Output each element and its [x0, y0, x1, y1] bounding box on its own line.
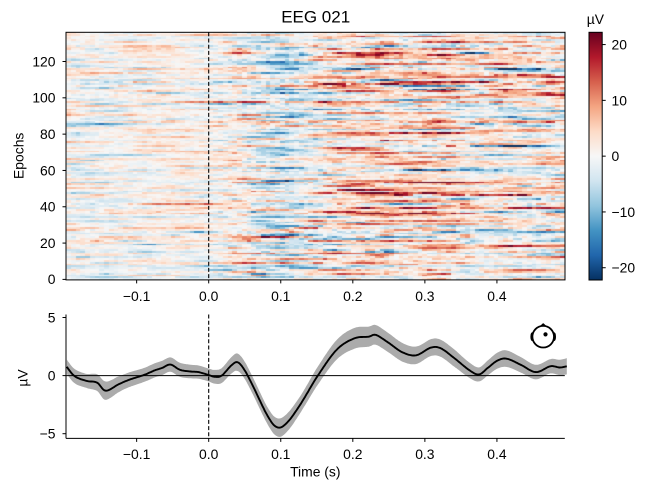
svg-text:100: 100 — [32, 90, 55, 106]
svg-text:0.3: 0.3 — [415, 446, 435, 462]
svg-text:0.0: 0.0 — [199, 446, 219, 462]
svg-text:0: 0 — [612, 148, 620, 164]
svg-text:0.4: 0.4 — [487, 446, 507, 462]
svg-text:0.2: 0.2 — [343, 288, 363, 304]
svg-text:EEG 021: EEG 021 — [281, 8, 350, 27]
svg-text:−5: −5 — [40, 426, 56, 442]
svg-text:0: 0 — [48, 271, 56, 287]
svg-text:µV: µV — [15, 369, 31, 387]
svg-text:80: 80 — [40, 126, 56, 142]
svg-text:10: 10 — [612, 92, 628, 108]
svg-text:0.2: 0.2 — [343, 446, 363, 462]
svg-text:−0.1: −0.1 — [123, 288, 151, 304]
svg-text:Time (s): Time (s) — [290, 464, 340, 480]
svg-text:20: 20 — [612, 37, 628, 53]
svg-text:0.1: 0.1 — [271, 288, 291, 304]
svg-text:5: 5 — [48, 309, 56, 325]
svg-text:0: 0 — [48, 367, 56, 383]
svg-text:−20: −20 — [612, 260, 636, 276]
svg-text:120: 120 — [32, 53, 55, 69]
svg-text:0.3: 0.3 — [415, 288, 435, 304]
svg-text:−0.1: −0.1 — [123, 446, 151, 462]
svg-text:0.4: 0.4 — [487, 288, 507, 304]
svg-text:0.1: 0.1 — [271, 446, 291, 462]
svg-text:40: 40 — [40, 199, 56, 215]
svg-text:0.0: 0.0 — [199, 288, 219, 304]
svg-text:60: 60 — [40, 162, 56, 178]
svg-text:20: 20 — [40, 235, 56, 251]
svg-text:µV: µV — [587, 11, 605, 27]
svg-text:−10: −10 — [612, 204, 636, 220]
svg-text:Epochs: Epochs — [11, 133, 27, 179]
